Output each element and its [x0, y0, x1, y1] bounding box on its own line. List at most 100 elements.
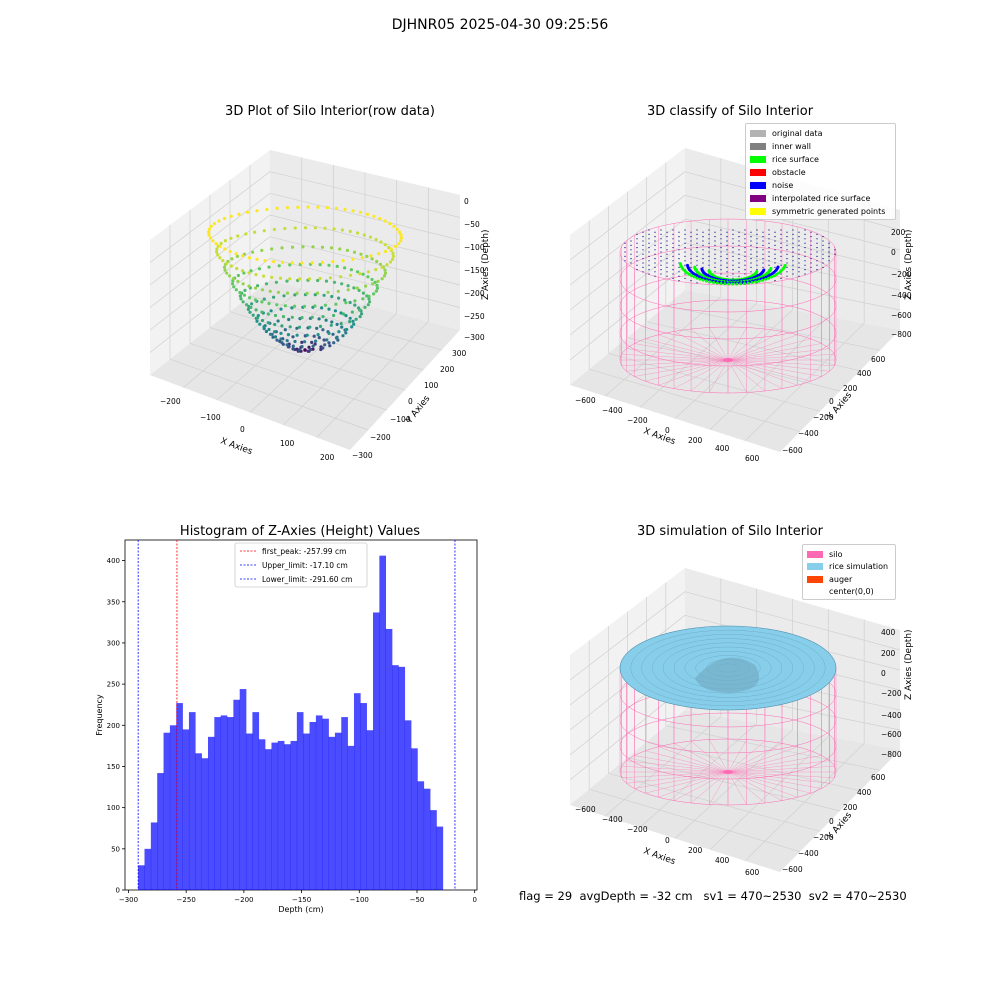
classify-grid-point [774, 244, 776, 246]
raw-point [343, 298, 347, 302]
raw-xtick: 100 [280, 439, 295, 448]
classify-grid-point [816, 255, 818, 257]
simulation-plot: −600 −400 −200 0 200 400 600 600 400 200… [569, 568, 914, 877]
histogram-bar [328, 736, 336, 890]
raw-point [305, 333, 309, 337]
raw-point [281, 315, 286, 319]
raw-point [272, 227, 276, 232]
classify-grid-point [798, 244, 800, 246]
raw-point [253, 298, 257, 302]
simulation-xtick: −600 [575, 805, 596, 814]
classify-grid-point [714, 266, 716, 268]
raw-point [327, 263, 331, 267]
classify-grid-point [756, 264, 758, 266]
classify-rice-point [700, 267, 704, 271]
raw-point [397, 242, 401, 246]
classify-grid-point [720, 269, 722, 271]
classify-grid-point [660, 264, 662, 266]
raw-point [295, 333, 299, 337]
classify-grid-point [786, 253, 788, 255]
classify-grid-point [822, 266, 824, 268]
classify-grid-point [684, 260, 686, 262]
classify-grid-point [726, 244, 728, 246]
classify-grid-point [756, 247, 758, 249]
raw-point [337, 296, 341, 300]
raw-point [360, 312, 364, 316]
classify-grid-point [762, 258, 764, 260]
raw-point [351, 209, 355, 213]
raw-point [339, 275, 343, 279]
classify-grid-point [792, 251, 794, 253]
classify-grid-point [786, 275, 788, 277]
classify-grid-point [636, 247, 638, 249]
silo-floor-spoke [727, 334, 798, 361]
classify-grid-point [642, 262, 644, 264]
histogram-ytick-label: 250 [107, 681, 120, 689]
raw-point [212, 222, 216, 226]
raw-point [331, 260, 335, 264]
raw-point [248, 310, 252, 314]
classify-grid-point [666, 236, 668, 238]
silo-floor-spoke [727, 743, 783, 773]
simulation-ztick: 200 [881, 649, 896, 658]
classify-grid-point [672, 260, 674, 262]
classify-grid-point [750, 240, 752, 242]
classify-grid-point [780, 229, 782, 231]
raw-point [391, 257, 395, 261]
raw-point [300, 345, 304, 349]
classify-grid-point [642, 240, 644, 242]
raw-ztick: −50 [464, 220, 480, 229]
raw-point [219, 241, 223, 245]
classify-grid-point [780, 273, 782, 275]
silo-floor-spoke [727, 750, 811, 773]
histogram-bar [246, 733, 253, 890]
classify-grid-point [774, 240, 776, 242]
classify-grid-point [798, 240, 800, 242]
silo-floor-spoke [727, 771, 811, 794]
raw-point [255, 319, 259, 323]
raw-point [262, 325, 266, 329]
histogram-bar [207, 736, 215, 890]
raw-point [253, 286, 258, 290]
classify-grid-point [684, 242, 686, 244]
classify-grid-point [696, 255, 698, 257]
classify-grid-point [822, 253, 824, 255]
histogram-bar [385, 628, 393, 890]
legend-item: rice simulation [807, 561, 888, 574]
classify-grid-point [708, 251, 710, 253]
raw-point [280, 246, 284, 250]
classify-grid-point [810, 262, 812, 264]
silo-floor-spoke [645, 359, 729, 382]
classify-grid-point [816, 238, 818, 240]
raw-point [346, 284, 350, 288]
classify-grid-point [774, 236, 776, 238]
classify-grid-point [636, 269, 638, 271]
simulation-ztick: −800 [881, 750, 902, 759]
classify-grid-point [732, 255, 734, 257]
silo-floor-spoke [727, 359, 783, 389]
classify-grid-point [726, 275, 728, 277]
raw-point [307, 345, 311, 349]
raw-point [373, 280, 377, 284]
classify-grid-point [684, 238, 686, 240]
raw-point [397, 230, 402, 234]
simulation-zlabel: Z Axies (Depth) [904, 629, 914, 700]
raw-point [218, 244, 222, 248]
raw-point [298, 348, 302, 352]
classify-grid-point [786, 249, 788, 251]
classify-grid-point [672, 277, 674, 279]
classify-grid-point [774, 258, 776, 260]
classify-grid-point [630, 240, 632, 242]
classify-grid-point [684, 255, 686, 257]
raw-point [332, 227, 336, 231]
raw-point [321, 315, 325, 319]
raw-point [225, 261, 229, 265]
classify-grid-point [816, 247, 818, 249]
silo-floor-spoke [621, 766, 729, 773]
raw-point [382, 274, 387, 278]
classify-grid-point [648, 269, 650, 271]
classify-ztick: −200 [891, 270, 912, 279]
raw-point [234, 288, 238, 292]
simulation-ytick: 400 [857, 788, 872, 797]
raw-point [255, 316, 260, 320]
